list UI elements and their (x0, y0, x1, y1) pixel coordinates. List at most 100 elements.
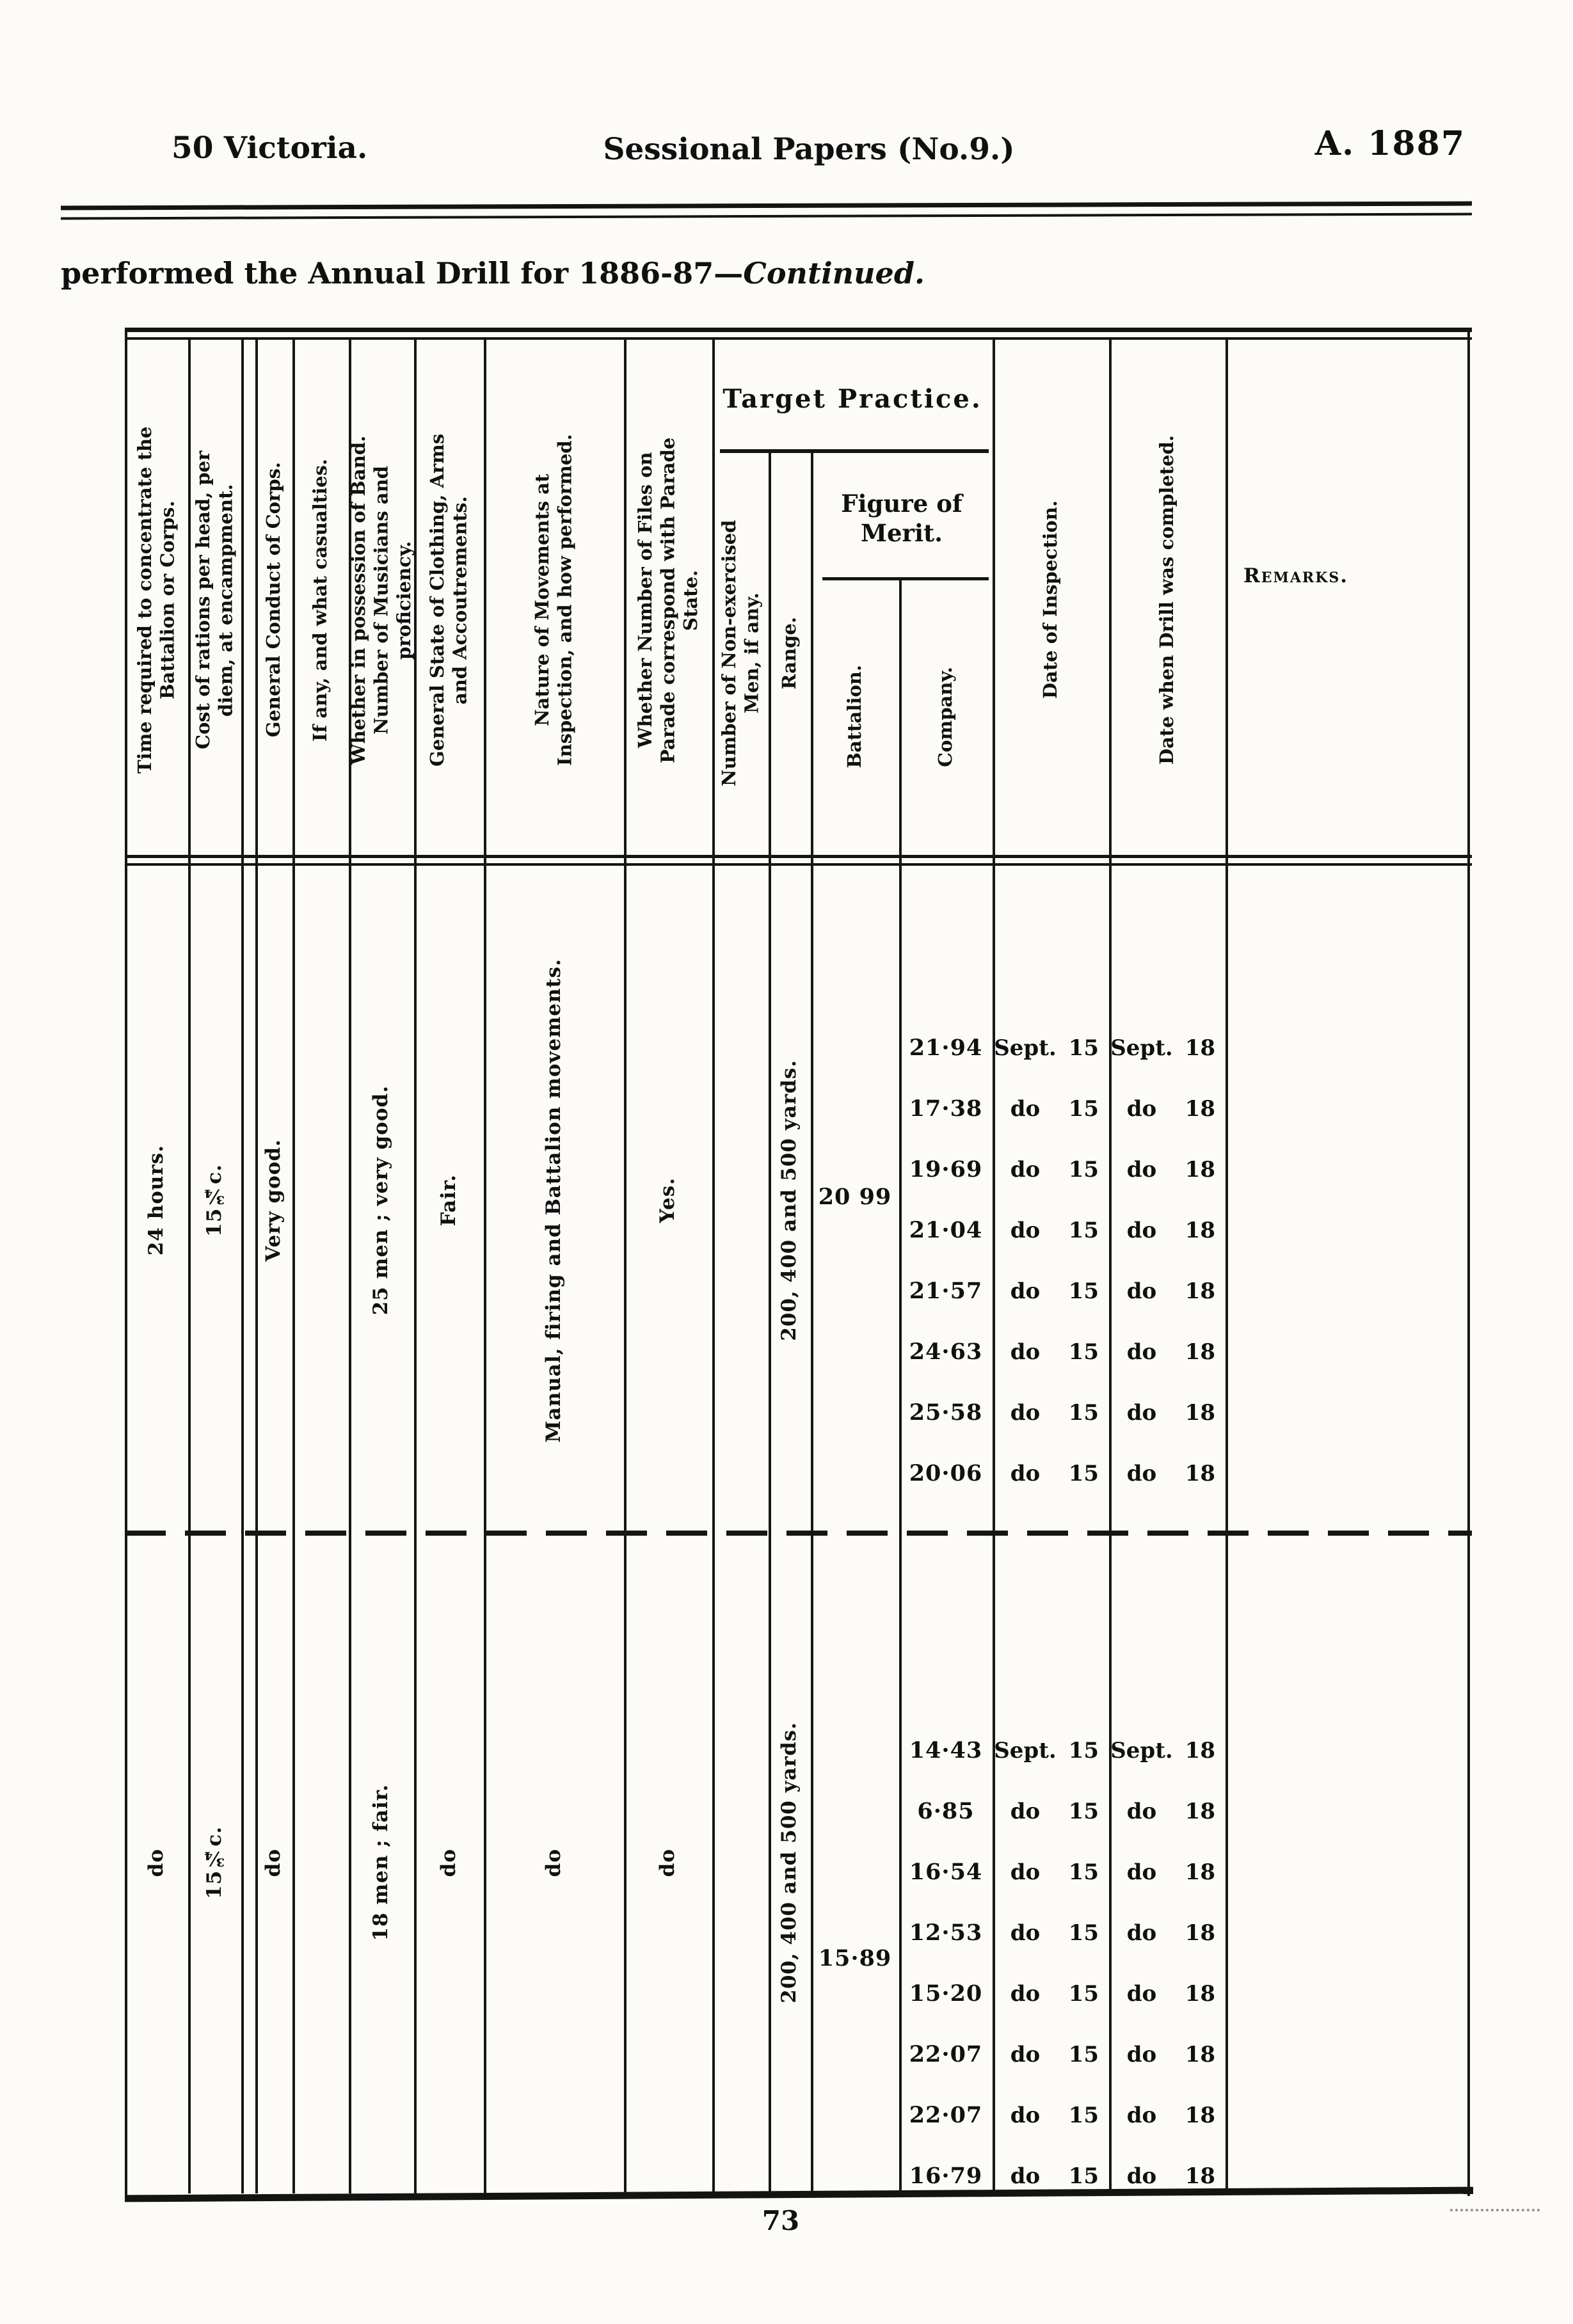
completed-date: do 18 (1126, 2041, 1215, 2067)
completed-dates-list: Sept. 18 do 18 do 18 do 18 do 18 do 18 do 18 do 18 (1109, 1017, 1226, 1504)
table-rule (125, 328, 1472, 332)
inspection-date: do 15 (1010, 1217, 1099, 1243)
scan-artifact (1450, 2209, 1540, 2211)
year-label: A. 1887 (1314, 124, 1465, 163)
masthead-rule-top (60, 201, 1473, 211)
table-rule (1109, 339, 1112, 2193)
table-rule (712, 339, 715, 2193)
company-figure: 22·07 (909, 2102, 983, 2128)
inspection-date: do 15 (1010, 1339, 1099, 1365)
column-header-inspection-date: Date of Inspection. (1039, 500, 1062, 699)
company-figure: 19·69 (909, 1156, 983, 1182)
column-header-non-exercised: Number of Non-exercised Men, if any. (717, 520, 762, 787)
completed-date: do 18 (1126, 1095, 1215, 1122)
table-rule (125, 855, 1472, 858)
column-header-battalion: Battalion. (843, 665, 866, 768)
cell-files: do (656, 1848, 680, 1877)
column-header-range: Range. (778, 617, 801, 690)
table-rule (899, 578, 902, 2193)
cell-cost: 15¾c. (202, 1164, 226, 1237)
completed-date: do 18 (1126, 2163, 1215, 2189)
masthead-rule-bottom (60, 212, 1473, 220)
company-figure: 16·54 (909, 1859, 983, 1885)
table-rule (188, 339, 191, 2193)
inspection-date: do 15 (1010, 1920, 1099, 1946)
inspection-dates-list: Sept. 15 do 15 do 15 do 15 do 15 do 15 do 15 do 15 (993, 1017, 1109, 1504)
table-rule (1467, 328, 1470, 2196)
table-rule (125, 328, 127, 2196)
page-title-continued: Continued. (743, 256, 925, 290)
group-header-figure-of-merit: Figure of Merit. (841, 489, 962, 547)
completed-date: do 18 (1126, 1859, 1215, 1885)
company-figure: 16·79 (909, 2163, 983, 2189)
completed-date: do 18 (1126, 2102, 1215, 2128)
table-rule (822, 577, 989, 580)
inspection-date: do 15 (1010, 1460, 1099, 1486)
table-rule (811, 450, 813, 2193)
inspection-date: do 15 (1010, 1798, 1099, 1824)
inspection-date: Sept. 15 (994, 1035, 1099, 1061)
inspection-date: do 15 (1010, 2041, 1099, 2067)
cell-non-exercised (712, 873, 769, 1527)
table-rule (349, 339, 351, 2193)
inspection-date: do 15 (1010, 1095, 1099, 1122)
inspection-date: Sept. 15 (994, 1737, 1099, 1763)
company-figure: 12·53 (909, 1920, 983, 1946)
cell-non-exercised (712, 1536, 769, 2190)
cell-movements: Manual, firing and Battalion movements. (541, 958, 565, 1443)
table-rule (624, 339, 627, 2193)
completed-date: do 18 (1126, 1980, 1215, 2007)
inspection-dates-list: Sept. 15 do 15 do 15 do 15 do 15 do 15 do 15 do 15 (993, 1720, 1109, 2206)
completed-date: do 18 (1126, 1217, 1215, 1243)
cell-casualties (292, 1536, 349, 2190)
page-title: performed the Annual Drill for 1886-87—C… (61, 256, 925, 290)
table-rule (1226, 339, 1228, 2193)
table-rule (769, 450, 771, 2193)
cell-movements: do (541, 1848, 565, 1877)
company-figure: 20·06 (909, 1460, 983, 1486)
cell-battalion-figure: 15·89 (818, 1945, 892, 1971)
completed-date: Sept. 18 (1110, 1737, 1215, 1763)
company-figure: 15·20 (909, 1980, 983, 2007)
cell-time: do (144, 1848, 168, 1877)
company-figure: 21·57 (909, 1278, 983, 1304)
company-figures-list: 21·94 17·38 19·69 21·04 21·57 24·63 25·58 20·06 (899, 1017, 993, 1504)
inspection-date: do 15 (1010, 1980, 1099, 2007)
table-rule (125, 863, 1472, 866)
completed-date: do 18 (1126, 1278, 1215, 1304)
table-rule (241, 339, 244, 2193)
cell-battalion-figure: 20 99 (818, 1183, 892, 1210)
cell-clothing: Fair. (436, 1174, 460, 1227)
cell-time: 24 hours. (144, 1145, 168, 1256)
cell-range: 200, 400 and 500 yards. (778, 1060, 801, 1341)
cell-conduct: Very good. (262, 1139, 285, 1262)
cell-clothing: do (436, 1848, 460, 1877)
company-figure: 21·04 (909, 1217, 983, 1243)
company-figure: 14·43 (909, 1737, 983, 1763)
group-header-target-practice: Target Practice. (723, 383, 982, 414)
table-rule (255, 339, 258, 2193)
column-header-clothing: General State of Clothing, Arms and Acco… (426, 433, 471, 767)
company-figure: 24·63 (909, 1339, 983, 1365)
completed-date: do 18 (1126, 1156, 1215, 1182)
column-header-files: Whether Number of Files on Parade corres… (634, 436, 701, 763)
column-header-company: Company. (934, 666, 957, 767)
completed-date: do 18 (1126, 1920, 1215, 1946)
inspection-date: do 15 (1010, 2163, 1099, 2189)
cell-range: 200, 400 and 500 yards. (778, 1722, 801, 2003)
completed-date: do 18 (1126, 1460, 1215, 1486)
cell-band: 18 men ; fair. (369, 1784, 393, 1941)
publication-title: Sessional Papers (No.9.) (603, 132, 1015, 167)
table-rule (484, 339, 486, 2193)
table-rule (292, 339, 295, 2193)
volume-label: 50 Victoria. (172, 131, 368, 166)
cell-cost: 15¾c. (202, 1826, 226, 1899)
completed-date: Sept. 18 (1110, 1035, 1215, 1061)
column-header-band: Whether in possession of Band. Number of… (347, 435, 415, 765)
company-figure: 21·94 (909, 1035, 983, 1061)
company-figure: 22·07 (909, 2041, 983, 2067)
column-header-casualties: If any, and what casualties. (309, 458, 331, 742)
company-figure: 17·38 (909, 1095, 983, 1122)
column-header-time: Time required to concentrate the Battali… (134, 426, 179, 774)
completed-date: do 18 (1126, 1798, 1215, 1824)
